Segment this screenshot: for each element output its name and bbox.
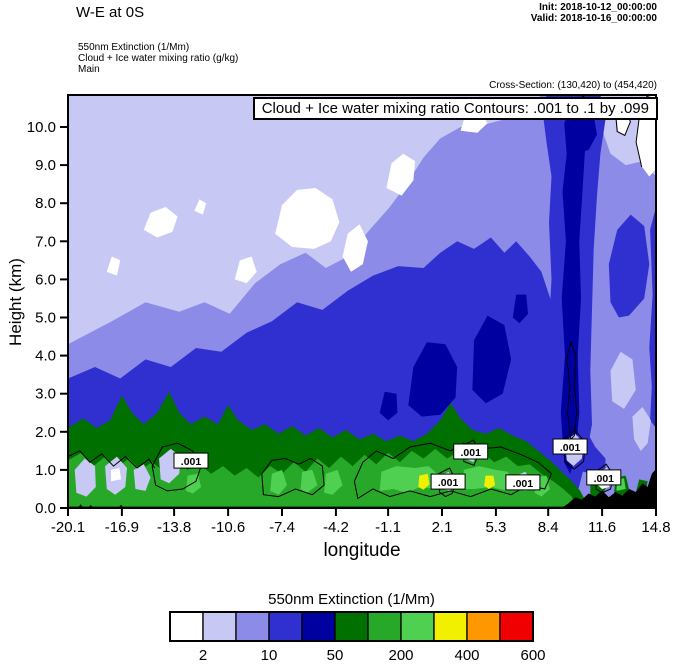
svg-text:-13.8: -13.8 [157,519,191,536]
svg-text:3.0: 3.0 [35,386,56,403]
colorbar-tick-labels: 2 10 50 200 400 600 [199,647,546,664]
svg-text:5.3: 5.3 [485,519,506,536]
model-name-label: Main [78,64,100,75]
svg-text:7.0: 7.0 [35,233,56,250]
svg-text:14.8: 14.8 [641,519,670,536]
valid-time-label: Valid: 2018-10-16_00:00:00 [530,13,657,24]
page-title: W-E at 0S [76,4,145,21]
cross-section-coords: Cross-Section: (130,420) to (454,420) [489,80,657,91]
svg-text:.001: .001 [460,447,481,459]
init-time-label: Init: 2018-10-12_00:00:00 [539,2,657,13]
svg-text:4.0: 4.0 [35,348,56,365]
svg-text:-10.6: -10.6 [211,519,245,536]
x-axis-tick-labels: -20.1 -16.9 -13.8 -10.6 -7.4 -4.2 -1.1 2.1 5.3 8.… [51,519,671,536]
svg-text:600: 600 [520,647,545,664]
svg-text:.001: .001 [594,473,615,485]
svg-text:5.0: 5.0 [35,310,56,327]
contour-fill-regions [68,95,656,508]
svg-text:1.0: 1.0 [35,462,56,479]
contour-value-labels: .001 .001 .001 .001 .001 .001 [173,438,622,491]
y-axis-label: Height (km) [6,258,25,346]
svg-text:2: 2 [199,647,207,664]
svg-text:50: 50 [327,647,344,664]
svg-text:400: 400 [454,647,479,664]
svg-text:11.6: 11.6 [588,519,616,536]
svg-text:-20.1: -20.1 [51,519,85,536]
y-axis-tick-labels: 0.0 1.0 2.0 3.0 4.0 5.0 6.0 7.0 8.0 9.0 10.0 [27,119,56,517]
svg-text:10: 10 [261,647,278,664]
field-list: 550nm Extinction (1/Mm) Cloud + Ice wate… [78,42,238,75]
svg-text:0.0: 0.0 [35,500,56,517]
svg-text:.001: .001 [438,477,459,489]
colorbar-title: 550nm Extinction (1/Mm) [268,591,435,608]
x-axis-ticks [67,508,657,516]
svg-text:8.4: 8.4 [538,519,559,536]
svg-text:-4.2: -4.2 [323,519,349,536]
x-axis-label: longitude [323,540,401,561]
svg-text:2.1: 2.1 [432,519,453,536]
field-extinction-label: 550nm Extinction (1/Mm) [78,42,190,53]
svg-text:-7.4: -7.4 [269,519,295,536]
svg-text:2.0: 2.0 [35,424,56,441]
svg-text:-16.9: -16.9 [105,519,139,536]
y-axis-ticks [60,126,68,509]
svg-text:9.0: 9.0 [35,157,56,174]
svg-text:200: 200 [388,647,413,664]
field-cloud-ice-label: Cloud + Ice water mixing ratio (g/kg) [78,53,239,64]
svg-text:10.0: 10.0 [27,119,56,136]
contour-info-box: Cloud + Ice water mixing ratio Contours:… [252,97,658,120]
colorbar [169,611,534,642]
svg-text:.001: .001 [181,456,202,468]
svg-text:6.0: 6.0 [35,271,56,288]
svg-text:-1.1: -1.1 [375,519,401,536]
plot-frame [67,94,657,509]
svg-text:.001: .001 [560,442,581,454]
svg-text:8.0: 8.0 [35,195,56,212]
svg-text:.001: .001 [513,478,534,490]
